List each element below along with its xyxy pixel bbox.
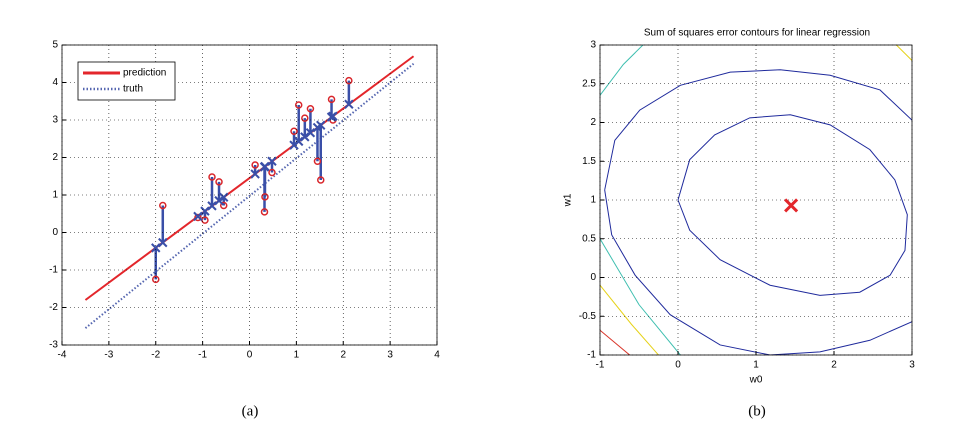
data-point (313, 157, 322, 165)
prediction-marker (207, 201, 217, 211)
data-point (208, 173, 216, 181)
legend-label: prediction (123, 68, 166, 79)
x-tick-label: 1 (753, 360, 759, 371)
y-tick-label: -2 (49, 302, 58, 313)
data-point (159, 201, 167, 210)
x-tick-label: -1 (198, 350, 207, 361)
x-tick-label: 3 (909, 360, 915, 371)
y-tick-label: 0 (52, 227, 58, 238)
prediction-marker (316, 120, 326, 130)
prediction-marker (344, 99, 354, 109)
data-point (260, 208, 269, 216)
x-axis-label: w0 (749, 375, 763, 386)
series-line (600, 329, 631, 355)
y-tick-label: 5 (52, 40, 58, 51)
series-line (600, 45, 912, 355)
x-tick-label: -3 (104, 350, 113, 361)
x-tick-label: -2 (151, 350, 160, 361)
y-axis-label: w1 (563, 193, 574, 207)
x-tick-label: 3 (387, 350, 393, 361)
y-tick-label: 2 (590, 117, 596, 128)
y-tick-label: 1 (52, 190, 58, 201)
series-line (84, 62, 415, 329)
legend-label: truth (123, 84, 143, 95)
data-point (301, 114, 309, 122)
x-tick-label: 1 (294, 350, 300, 361)
prediction-marker (250, 169, 260, 179)
x-tick-label: 4 (434, 350, 440, 361)
prediction-marker (151, 243, 161, 253)
data-point (317, 176, 325, 184)
series-line (677, 114, 908, 296)
data-point (306, 105, 315, 113)
prediction-marker (328, 111, 338, 121)
data-point (268, 168, 276, 177)
data-point (194, 213, 202, 222)
y-tick-label: 3 (590, 40, 596, 51)
x-tick-label: -4 (58, 350, 67, 361)
series-line (604, 69, 912, 355)
x-tick-label: 0 (675, 360, 681, 371)
x-tick-label: -1 (596, 360, 605, 371)
caption: (a) (242, 403, 259, 419)
y-tick-label: 1.5 (582, 156, 596, 167)
minimum-marker (784, 198, 799, 213)
prediction-marker (305, 128, 316, 138)
plot-area (600, 45, 912, 355)
prediction-marker (300, 132, 310, 142)
data-point (215, 178, 223, 186)
prediction-marker (219, 192, 229, 202)
prediction-marker (260, 161, 270, 172)
y-tick-label: 2 (52, 152, 58, 163)
y-tick-label: -3 (49, 340, 58, 351)
x-tick-label: 0 (247, 350, 253, 361)
y-tick-label: 0.5 (582, 233, 596, 244)
y-tick-label: -0.5 (579, 311, 597, 322)
plot-frame (599, 44, 913, 356)
data-point (219, 201, 228, 210)
data-point (345, 76, 353, 85)
series-line (600, 45, 682, 355)
y-tick-label: 0 (590, 272, 596, 283)
prediction-marker (193, 211, 203, 222)
y-tick-label: 2.5 (582, 78, 596, 89)
prediction-marker (294, 136, 304, 147)
prediction-marker (158, 237, 168, 248)
caption: (b) (748, 403, 766, 419)
x-tick-label: 2 (340, 350, 346, 361)
y-tick-label: -1 (49, 265, 58, 276)
plot-area (84, 55, 415, 329)
prediction-marker (200, 206, 210, 216)
y-tick-label: -1 (587, 350, 596, 361)
data-point (251, 161, 259, 169)
plot-frame (61, 44, 438, 346)
y-tick-label: 3 (52, 115, 58, 126)
data-point (290, 127, 298, 135)
data-point (327, 95, 336, 104)
y-tick-label: 1 (590, 195, 596, 206)
series-line (84, 55, 415, 301)
data-point (294, 101, 303, 109)
prediction-marker (267, 156, 277, 166)
legend-box (77, 61, 176, 101)
x-tick-label: 2 (831, 360, 837, 371)
data-point (261, 193, 269, 201)
data-point (152, 275, 160, 284)
chart-title: Sum of squares error contours for linear… (644, 28, 870, 39)
y-tick-label: 4 (52, 77, 58, 88)
